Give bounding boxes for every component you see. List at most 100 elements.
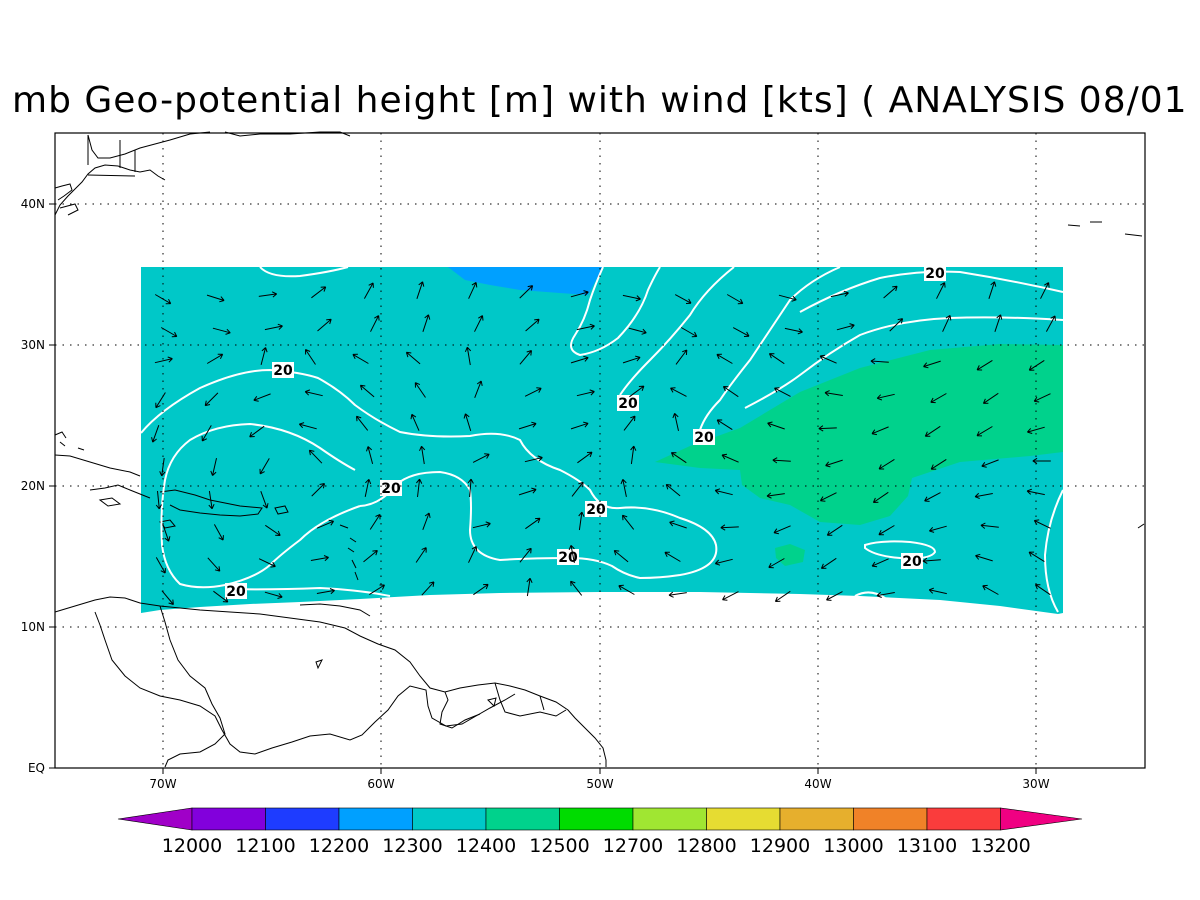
wind-arrow xyxy=(826,591,843,601)
y-tick-label: 10N xyxy=(21,620,45,634)
contour-line xyxy=(699,266,841,431)
wind-arrow xyxy=(680,327,698,338)
x-tick-label: 30W xyxy=(1022,777,1049,791)
wind-arrow xyxy=(410,413,420,431)
wind-arrow xyxy=(773,525,791,535)
wind-arrow xyxy=(670,452,687,464)
wind-arrow xyxy=(1040,282,1050,299)
wind-arrow xyxy=(876,591,895,598)
wind-arrow xyxy=(352,353,369,364)
coastlines xyxy=(54,131,1145,768)
wind-arrow xyxy=(720,524,739,531)
contour-label-bg xyxy=(901,553,923,569)
wind-arrow xyxy=(974,492,993,499)
colorbar-label: 12900 xyxy=(750,835,810,857)
wind-arrow xyxy=(766,492,785,499)
wind-arrow xyxy=(570,355,589,364)
wind-arrow xyxy=(871,426,889,436)
colorbar-swatch xyxy=(265,807,340,831)
colorbar-label: 13100 xyxy=(897,835,957,857)
wind-arrow xyxy=(924,492,941,502)
wind-arrow xyxy=(363,550,378,563)
wind-arrow xyxy=(570,580,583,596)
wind-arrow xyxy=(716,353,733,364)
wind-arrow xyxy=(929,525,947,533)
wind-arrow xyxy=(716,419,733,431)
x-tick-label: 60W xyxy=(367,777,394,791)
wind-arrow xyxy=(155,490,162,510)
wind-arrow xyxy=(883,285,898,299)
colorbar-swatch xyxy=(191,807,266,831)
wind-arrow xyxy=(774,590,791,602)
y-tick-label: EQ xyxy=(28,761,45,775)
wind-arrow xyxy=(311,483,325,497)
wind-arrow xyxy=(264,323,283,331)
contour-line xyxy=(619,266,735,396)
wind-arrow xyxy=(472,453,490,463)
wind-arrow xyxy=(629,385,645,398)
wind-arrow xyxy=(422,314,431,332)
contour-line xyxy=(570,266,661,357)
guyana-borders xyxy=(439,682,567,729)
colorbar-swatch xyxy=(559,807,634,831)
colorbar-swatch xyxy=(412,807,487,831)
colorbar-swatch xyxy=(485,807,560,831)
wind-arrow xyxy=(464,346,472,366)
wind-arrow xyxy=(767,421,785,430)
chart-title: mb Geo-potential height [m] with wind [k… xyxy=(12,80,1200,121)
wind-arrow xyxy=(253,393,271,402)
wind-arrow xyxy=(778,294,797,302)
wind-arrow xyxy=(473,583,489,596)
wind-arrow xyxy=(826,524,843,536)
wind-arrow xyxy=(416,478,423,498)
contour-label: 20 xyxy=(273,363,293,379)
wind-arrow xyxy=(871,558,889,568)
wind-arrow xyxy=(519,350,532,365)
wind-arrow xyxy=(161,590,174,605)
contour-line xyxy=(744,316,1064,409)
colorbar-swatch xyxy=(706,807,781,831)
contour-labels: 20 20 20 20 20 20 20 20 20 xyxy=(225,265,946,600)
wind-arrow xyxy=(981,459,999,468)
wind-arrow xyxy=(1028,551,1045,563)
wind-arrow xyxy=(571,481,584,497)
wind-arrow xyxy=(622,355,641,364)
contour-line xyxy=(1043,489,1064,613)
y-tick-label: 30N xyxy=(21,338,45,352)
wind-arrow xyxy=(714,558,733,566)
contour-label: 20 xyxy=(694,430,714,446)
wind-arrow xyxy=(732,327,750,337)
colorbar-label: 12500 xyxy=(529,835,589,857)
wind-arrow xyxy=(570,290,589,298)
wind-arrow xyxy=(356,415,369,431)
height-contours xyxy=(140,266,1064,613)
wind-arrow xyxy=(260,491,269,509)
wind-arrow xyxy=(463,413,472,432)
wind-arrow xyxy=(206,353,224,364)
contour-label-bg xyxy=(272,362,294,378)
contour-label-bg xyxy=(557,549,579,565)
y-tick-label: 20N xyxy=(21,479,45,493)
wind-arrow xyxy=(774,387,791,397)
wind-arrow xyxy=(304,389,323,397)
wind-arrow xyxy=(672,412,679,432)
wind-arrow xyxy=(525,517,541,530)
wind-arrow xyxy=(982,392,999,404)
wind-arrow xyxy=(160,327,178,338)
wind-arrow xyxy=(264,591,283,599)
wind-arrow xyxy=(669,520,687,529)
wind-arrow xyxy=(994,314,1003,332)
wind-arrow xyxy=(988,281,997,299)
wind-vectors xyxy=(151,281,1056,605)
wind-arrow xyxy=(518,421,537,430)
wind-arrow xyxy=(474,380,483,398)
wind-arrow xyxy=(155,557,166,574)
state-borders xyxy=(59,135,136,216)
colorbar-swatch xyxy=(926,807,1001,831)
wind-arrow xyxy=(622,294,641,302)
wind-arrow xyxy=(213,524,224,541)
wind-arrow xyxy=(664,551,681,562)
wind-arrow xyxy=(526,577,533,597)
south-america-interior xyxy=(94,611,516,755)
